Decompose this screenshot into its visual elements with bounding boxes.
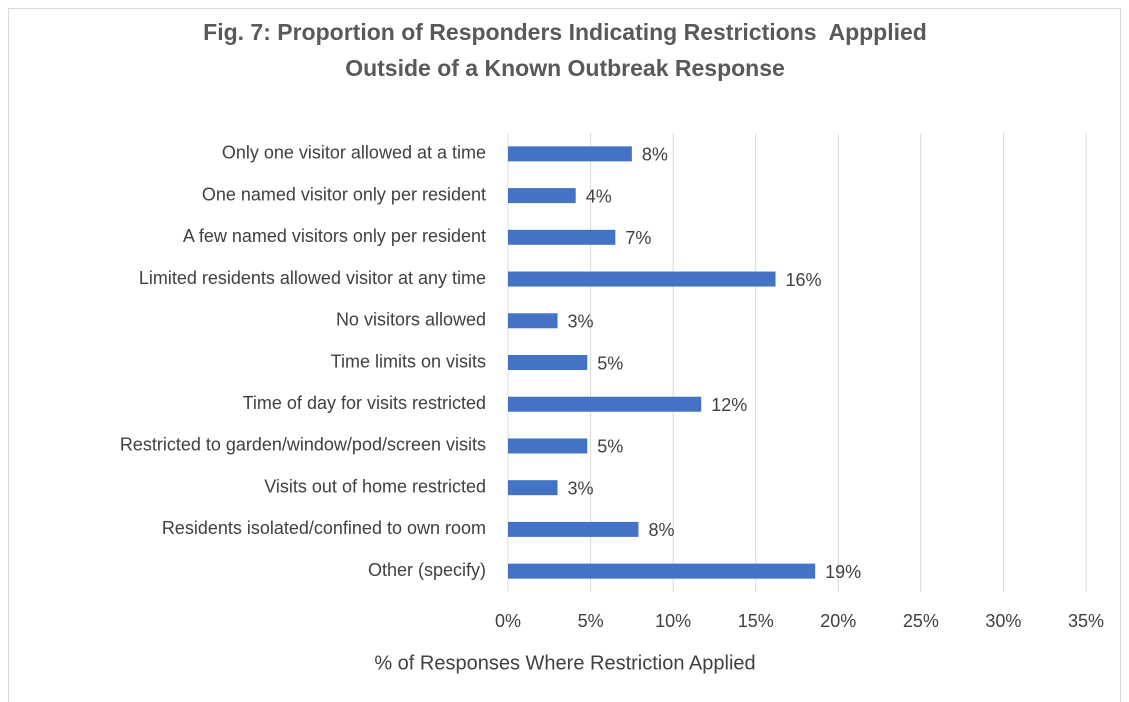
x-tick-label: 0% (495, 611, 521, 631)
data-label: 3% (568, 478, 594, 498)
bar (508, 188, 576, 204)
x-tick-label: 10% (655, 611, 691, 631)
bar (508, 521, 639, 537)
bar (508, 396, 702, 412)
x-tick-label: 30% (985, 611, 1021, 631)
y-tick-label: Restricted to garden/window/pod/screen v… (120, 435, 486, 455)
y-tick-label: Time of day for visits restricted (243, 393, 486, 413)
bar (508, 355, 588, 370)
x-tick-label: 35% (1068, 611, 1104, 631)
x-tick-label: 20% (820, 611, 856, 631)
bar (508, 480, 558, 496)
data-label: 16% (786, 270, 822, 290)
y-tick-label: Time limits on visits (331, 351, 486, 371)
data-label: 5% (597, 353, 623, 373)
y-tick-label: No visitors allowed (336, 310, 486, 330)
bar (508, 229, 616, 245)
chart-border (8, 8, 1121, 702)
x-tick-label: 5% (578, 611, 604, 631)
data-label: 19% (825, 562, 861, 582)
y-tick-label: One named visitor only per resident (202, 184, 486, 204)
data-label: 4% (586, 186, 612, 206)
chart-title: Fig. 7: Proportion of Responders Indicat… (203, 19, 927, 45)
bar (508, 438, 588, 454)
data-label: 7% (625, 228, 651, 248)
bar (508, 146, 632, 162)
chart-title: Outside of a Known Outbreak Response (345, 55, 785, 81)
bar (508, 271, 776, 287)
y-tick-label: Visits out of home restricted (264, 476, 486, 496)
y-tick-label: A few named visitors only per resident (183, 226, 486, 246)
y-tick-label: Only one visitor allowed at a time (222, 143, 486, 163)
bar (508, 313, 558, 329)
data-label: 8% (642, 145, 668, 165)
x-tick-label: 15% (738, 611, 774, 631)
data-label: 8% (648, 520, 674, 540)
data-label: 12% (711, 395, 747, 415)
y-tick-label: Other (specify) (368, 560, 486, 580)
bar (508, 563, 816, 579)
x-tick-label: 25% (903, 611, 939, 631)
y-tick-label: Limited residents allowed visitor at any… (139, 268, 486, 288)
data-label: 3% (568, 312, 594, 332)
x-axis-label: % of Responses Where Restriction Applied (374, 652, 755, 674)
data-label: 5% (597, 437, 623, 457)
y-tick-label: Residents isolated/confined to own room (162, 518, 486, 538)
